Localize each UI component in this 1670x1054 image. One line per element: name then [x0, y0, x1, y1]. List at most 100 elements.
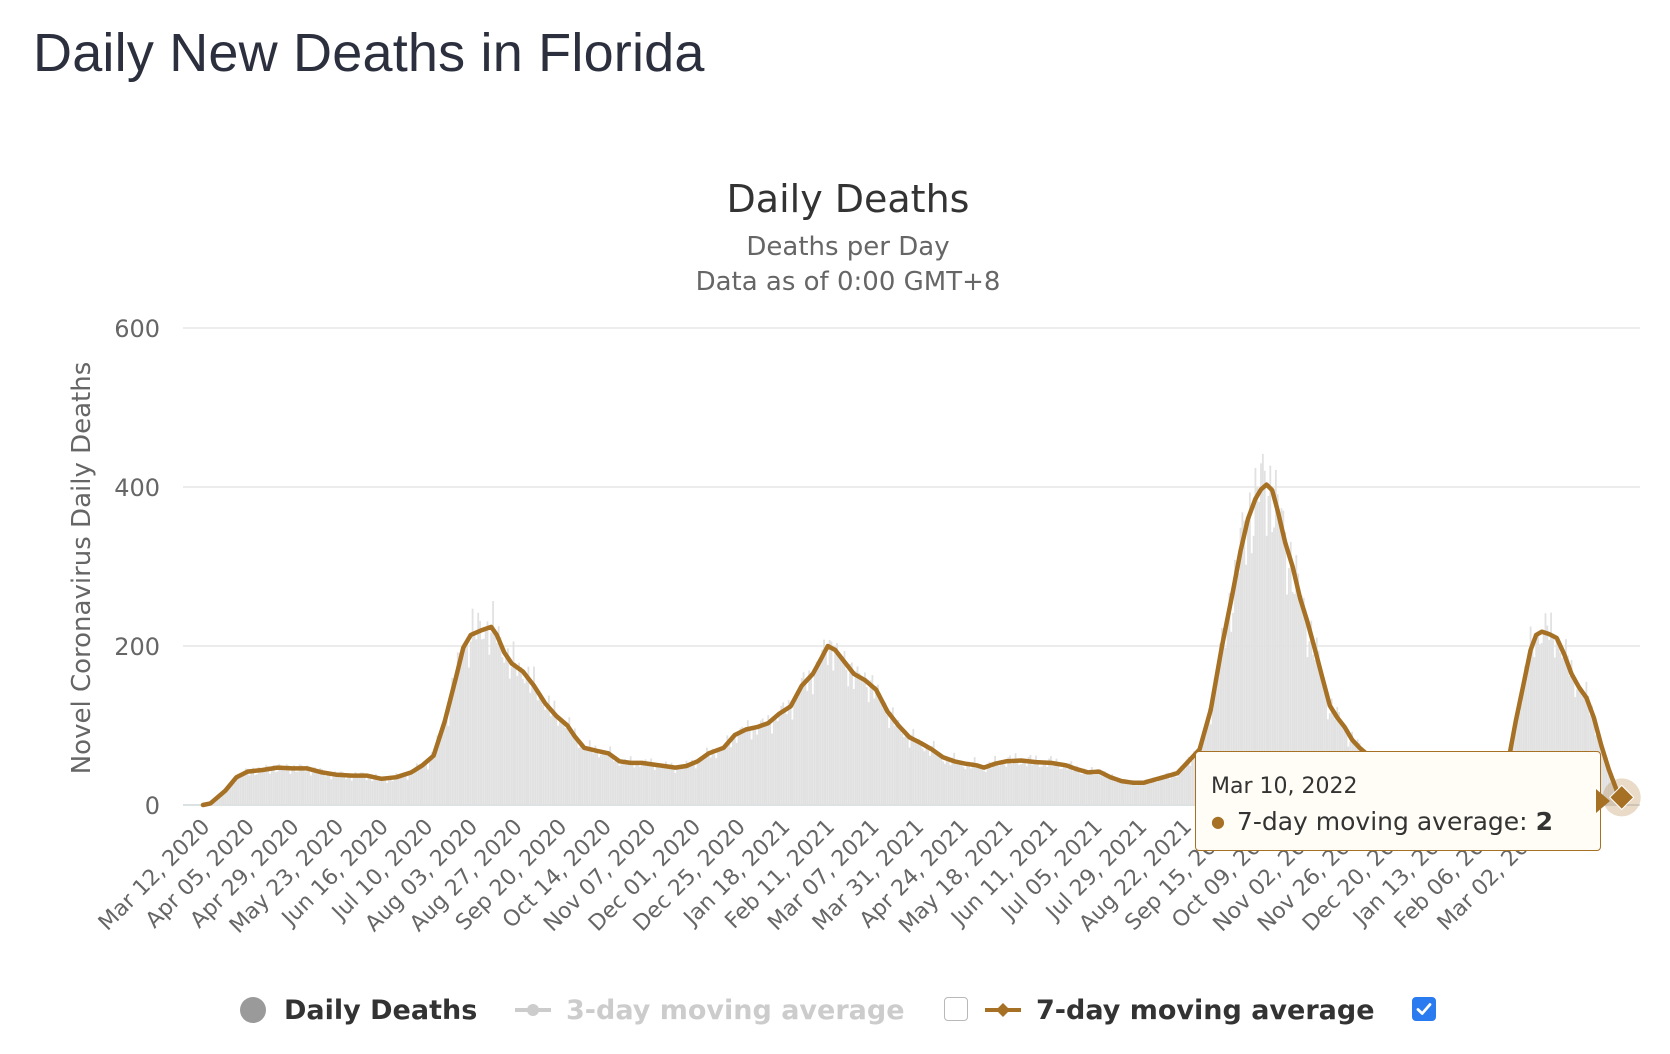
daily-bar: [1323, 680, 1326, 805]
daily-bar: [843, 650, 846, 805]
daily-bar: [1057, 765, 1060, 805]
daily-bar: [746, 720, 749, 805]
daily-bar: [482, 638, 485, 805]
daily-bar: [810, 672, 812, 805]
daily-bar: [642, 761, 645, 805]
daily-bar: [507, 648, 509, 805]
legend-7-day-average[interactable]: 7-day moving average: [984, 990, 1375, 1030]
daily-bar: [620, 763, 623, 805]
daily-bar: [326, 771, 329, 805]
daily-bar: [1128, 784, 1130, 805]
daily-bar: [722, 747, 725, 805]
daily-bar: [1304, 609, 1307, 805]
daily-bar: [845, 669, 848, 805]
daily-bar: [745, 728, 747, 805]
daily-bar: [1535, 634, 1538, 805]
daily-bar: [971, 762, 974, 805]
daily-bar: [237, 773, 240, 805]
daily-bar: [492, 601, 494, 805]
daily-bar: [916, 739, 918, 805]
daily-bar: [953, 752, 956, 805]
y-tick-label: 400: [114, 474, 160, 502]
daily-bar: [958, 762, 961, 805]
daily-bar: [425, 761, 428, 805]
daily-bar: [456, 652, 459, 805]
daily-bar: [966, 761, 969, 805]
legend-3-day-average[interactable]: 3-day moving average: [514, 990, 905, 1030]
daily-bar: [1265, 535, 1268, 805]
daily-bar: [1025, 766, 1028, 805]
legend-label: 3-day moving average: [566, 994, 905, 1026]
daily-bar: [609, 746, 612, 805]
daily-bar: [1252, 535, 1255, 805]
daily-bar: [852, 688, 855, 805]
legend-daily-deaths[interactable]: Daily Deaths: [240, 990, 477, 1030]
daily-bar: [797, 696, 799, 805]
last-point-diamond: [1609, 784, 1635, 811]
toggle-7-day-checkbox[interactable]: [1412, 997, 1436, 1021]
daily-bar: [627, 762, 630, 805]
daily-bar: [639, 766, 641, 805]
page-title: Daily New Deaths in Florida: [33, 23, 705, 83]
daily-bar: [1295, 555, 1298, 805]
daily-bar: [311, 772, 314, 805]
daily-bar: [1016, 762, 1019, 805]
daily-bar: [486, 621, 489, 805]
daily-bar: [555, 714, 558, 805]
daily-bar: [239, 775, 242, 805]
daily-bar: [1274, 469, 1277, 805]
daily-bar: [1180, 766, 1182, 805]
daily-bar: [1174, 776, 1177, 805]
daily-bar: [832, 670, 835, 805]
daily-bar: [440, 735, 442, 805]
daily-bar: [347, 774, 349, 805]
daily-bar: [778, 713, 781, 805]
daily-bar: [261, 770, 264, 805]
daily-bar: [724, 743, 727, 805]
daily-bar: [849, 663, 851, 805]
daily-bar: [1031, 764, 1034, 805]
daily-bar: [793, 698, 796, 805]
daily-bar: [352, 778, 355, 805]
daily-bar: [877, 684, 879, 805]
daily-bar: [984, 772, 987, 805]
daily-bar: [382, 776, 385, 805]
daily-bar: [557, 725, 560, 805]
daily-bar: [371, 781, 374, 805]
daily-bar: [1009, 755, 1011, 805]
daily-bar: [244, 768, 247, 805]
daily-bar: [1576, 689, 1579, 805]
daily-bar: [224, 788, 227, 805]
daily-bar: [771, 733, 773, 805]
daily-bar: [1587, 695, 1590, 805]
daily-bar: [997, 766, 1000, 805]
daily-bar: [393, 779, 396, 805]
daily-bar: [596, 751, 599, 805]
daily-bar: [572, 736, 574, 805]
last-point-marker[interactable]: [1602, 778, 1641, 817]
daily-bar: [475, 639, 478, 805]
daily-bar: [603, 750, 606, 805]
daily-bar: [1046, 766, 1049, 805]
daily-bar: [1312, 654, 1314, 805]
daily-bar: [1273, 527, 1275, 805]
daily-bar: [296, 771, 299, 805]
daily-bar: [1215, 682, 1218, 805]
daily-bar: [802, 672, 805, 805]
daily-bar: [925, 743, 928, 805]
daily-bar: [1085, 769, 1088, 805]
daily-bar: [546, 705, 548, 805]
daily-bar: [1315, 637, 1318, 805]
toggle-3-day-checkbox[interactable]: [944, 997, 968, 1021]
daily-bar: [373, 779, 375, 805]
daily-bar: [1103, 771, 1106, 805]
daily-bar: [1176, 776, 1179, 805]
daily-bar: [873, 698, 876, 805]
daily-bar: [929, 755, 931, 805]
tooltip-value: 2: [1535, 807, 1553, 836]
daily-bar: [1150, 780, 1153, 805]
daily-bar: [652, 766, 654, 805]
daily-bar: [897, 719, 900, 805]
daily-bar: [1116, 778, 1119, 805]
daily-bar: [1308, 641, 1311, 805]
